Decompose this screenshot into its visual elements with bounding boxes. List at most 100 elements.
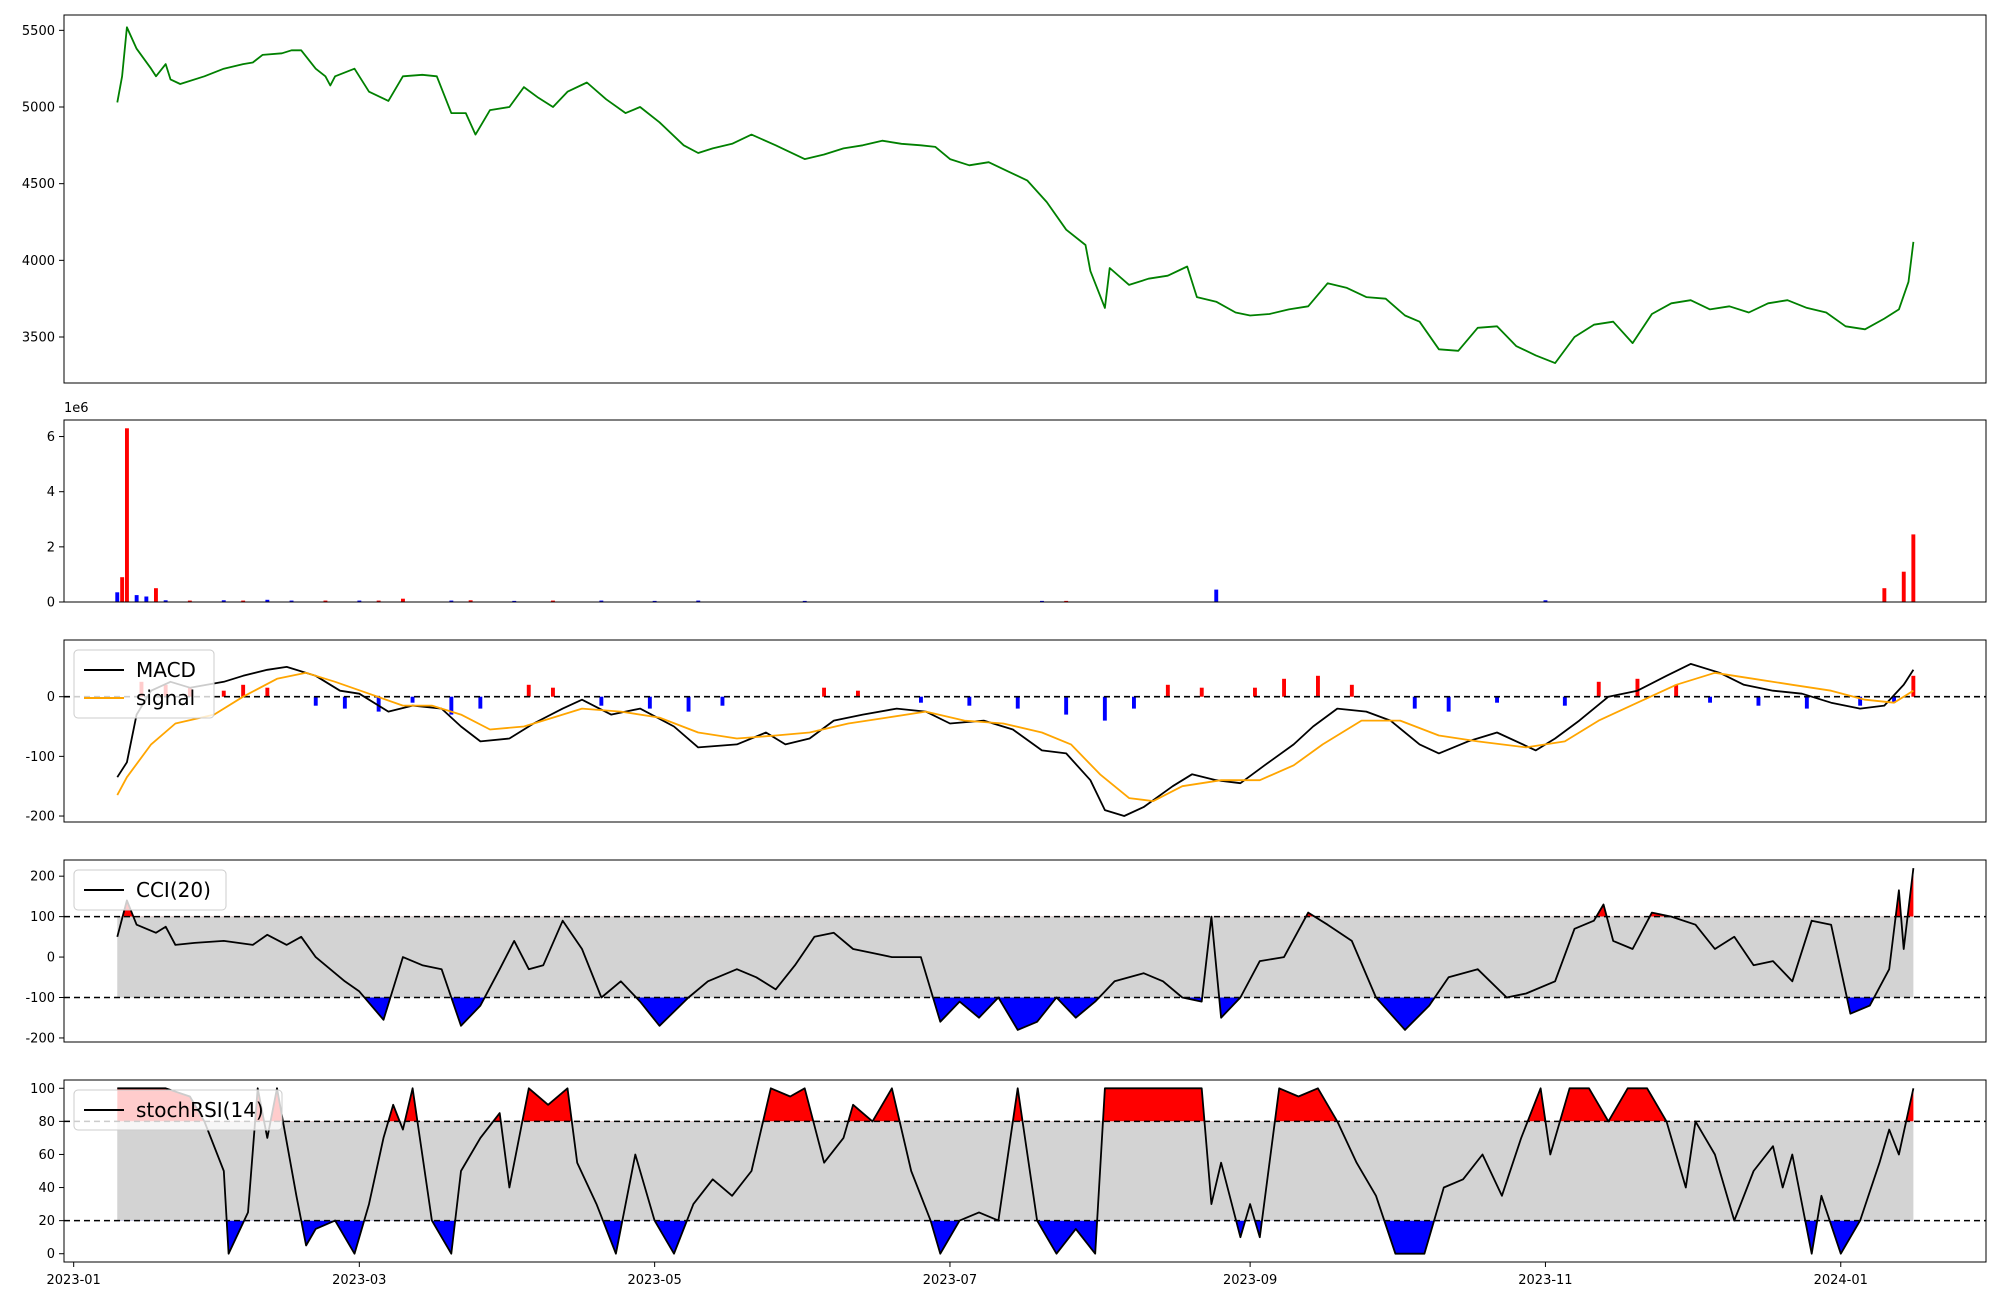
volume-bar: [652, 600, 657, 602]
price-plot-area: [116, 26, 1915, 364]
volume-bar: [187, 600, 192, 602]
cci-y-tick-label: 100: [30, 910, 55, 925]
volume-bar: [1543, 600, 1548, 602]
macd-bar: [1911, 675, 1916, 697]
volume-bar: [1882, 588, 1887, 602]
stochrsi-oversold-fill: [226, 1220, 1861, 1254]
macd-y-tick-label: 0: [47, 690, 55, 705]
x-tick-label: 2023-05: [627, 1273, 681, 1288]
macd-plot-area: [64, 663, 1986, 817]
volume-y-tick-label: 4: [47, 485, 55, 500]
macd-bar: [1316, 675, 1320, 697]
volume-bar: [802, 600, 807, 602]
stochrsi-y-tick-label: 60: [38, 1148, 55, 1163]
volume-bar: [376, 600, 381, 602]
stochrsi-y-tick-label: 40: [38, 1181, 55, 1196]
volume-plot-area: [115, 428, 1916, 602]
volume-bar: [221, 600, 226, 602]
macd-bar: [1446, 696, 1451, 712]
macd-legend-box: [73, 649, 215, 719]
stochrsi-panel: 0 20 40 60 80 100 stochRSI(14): [30, 1079, 1987, 1263]
volume-bar: [401, 598, 405, 602]
macd-bar: [1858, 696, 1863, 706]
volume-bar: [323, 600, 328, 602]
macd-bar: [1756, 696, 1761, 706]
stochrsi-neutral-band: [117, 1121, 1914, 1221]
volume-bar: [468, 600, 473, 602]
volume-bar: [1901, 571, 1906, 602]
volume-bar: [512, 600, 517, 602]
volume-bar: [154, 588, 158, 602]
macd-bar: [1892, 696, 1896, 703]
macd-bar: [265, 687, 270, 697]
volume-bar: [265, 599, 270, 602]
macd-panel: -200 -100 0 MACD signal: [25, 639, 1987, 825]
volume-bar: [125, 428, 129, 602]
stochrsi-stochrsi-14--line: [117, 1087, 1915, 1255]
cci-y-tick-label: 0: [47, 951, 55, 966]
stochrsi-legend-box: [73, 1089, 283, 1131]
volume-bar: [1040, 600, 1044, 602]
stochrsi-legend-label: stochRSI(14): [136, 1098, 264, 1122]
macd-bar: [1282, 678, 1286, 697]
volume-y-tick-label: 2: [47, 540, 55, 555]
volume-y-tick-label: 6: [47, 430, 55, 445]
price-y-tick-label: 3500: [22, 331, 55, 346]
cci-neutral-band: [117, 916, 1914, 998]
macd-bar: [1804, 696, 1809, 709]
cci-cci-20--line: [116, 867, 1915, 1031]
macd-bar: [241, 684, 246, 697]
macd-bar: [1253, 687, 1257, 697]
macd-bar: [1349, 684, 1354, 697]
stochrsi-y-tick-label: 0: [47, 1247, 55, 1262]
price-panel: 3500 4000 4500 5000 5500: [22, 14, 1987, 384]
volume-bar: [289, 600, 294, 602]
price-frame: [63, 14, 1987, 384]
volume-bar: [696, 600, 701, 602]
x-tick-label: 2023-01: [47, 1273, 101, 1288]
macd-bar: [1199, 687, 1204, 697]
cci-oversold-fill: [364, 997, 1875, 1030]
macd-bar: [1635, 678, 1640, 697]
volume-bar: [1911, 534, 1916, 602]
macd-bar: [599, 696, 604, 706]
macd-bar: [822, 687, 826, 697]
cci-y-tick-label: -100: [25, 991, 55, 1006]
macd-bar: [1562, 696, 1567, 706]
cci-frame: [63, 859, 1987, 1043]
volume-bar: [163, 600, 168, 602]
macd-bar: [478, 696, 483, 709]
volume-bar: [1214, 589, 1219, 602]
volume-bar: [120, 577, 125, 602]
x-tick-label: 2023-11: [1518, 1273, 1572, 1288]
macd-bar: [1596, 681, 1601, 697]
volume-bar: [551, 600, 555, 602]
stochrsi-y-tick-label: 20: [38, 1214, 55, 1229]
stochrsi-plot-area: [64, 1087, 1986, 1255]
macd-bar: [410, 696, 415, 703]
macd-legend-label: signal: [136, 686, 195, 710]
volume-offset-label: 1e6: [64, 401, 89, 416]
price-y-tick-label: 4500: [22, 177, 55, 192]
macd-bar: [449, 696, 454, 715]
macd-bar: [1412, 696, 1417, 709]
macd-bar: [686, 696, 691, 712]
price-y-tick-label: 4000: [22, 254, 55, 269]
macd-macd-line: [116, 663, 1915, 817]
macd-bar: [967, 696, 972, 706]
macd-bar: [1708, 696, 1712, 703]
x-tick-label: 2023-09: [1223, 1273, 1277, 1288]
stochrsi-frame: [63, 1079, 1987, 1263]
volume-bar: [449, 600, 454, 602]
x-tick-label: 2023-03: [332, 1273, 386, 1288]
volume-bar: [599, 600, 604, 602]
macd-bar: [221, 690, 226, 697]
volume-frame: [63, 419, 1987, 603]
macd-bar: [1132, 696, 1136, 709]
macd-bar: [1015, 696, 1020, 709]
volume-bar: [115, 592, 120, 602]
macd-bar: [551, 687, 555, 697]
volume-bar: [1064, 600, 1069, 602]
macd-bar: [1102, 696, 1107, 721]
macd-bar: [856, 690, 860, 697]
